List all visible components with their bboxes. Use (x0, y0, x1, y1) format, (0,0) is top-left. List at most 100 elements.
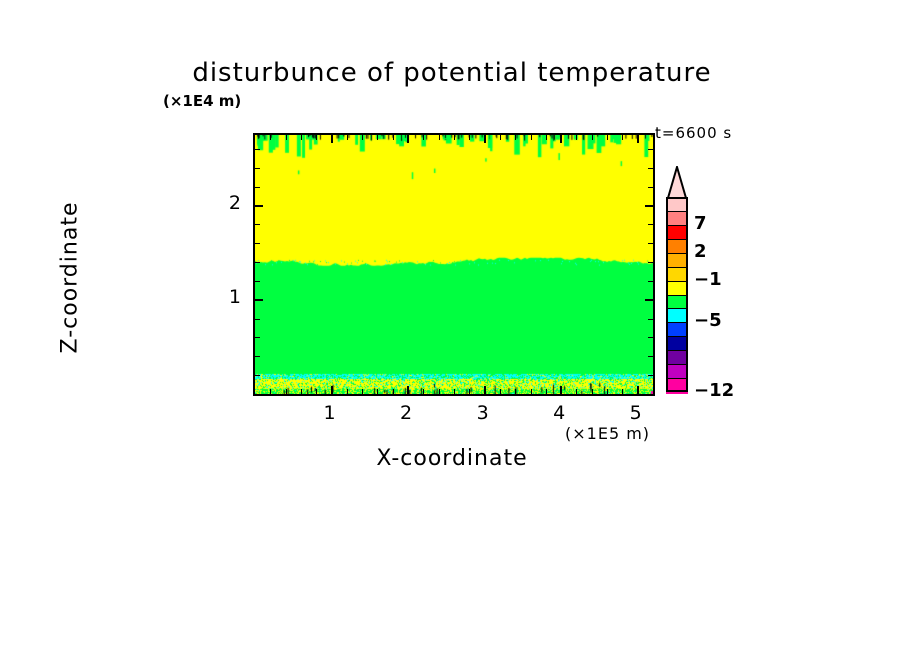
x-tick-label: 5 (629, 402, 642, 424)
colorbar-band (666, 294, 688, 311)
axis-tick (636, 135, 639, 143)
axis-tick (648, 337, 653, 339)
axis-tick (255, 262, 260, 264)
axis-tick (392, 389, 394, 394)
time-annotation: t=6600 s (655, 124, 733, 142)
colorbar-band (666, 364, 688, 380)
axis-tick (362, 135, 364, 140)
colorbar-band (666, 378, 688, 394)
axis-tick (648, 167, 653, 169)
axis-tick (438, 389, 440, 394)
colorbar-band (666, 280, 688, 297)
axis-tick (438, 135, 440, 140)
axis-tick (648, 375, 653, 377)
axis-tick (255, 167, 260, 169)
colorbar (666, 197, 688, 394)
axis-tick (622, 135, 624, 140)
y-axis-unit-label: (×1E4 m) (163, 92, 242, 110)
axis-tick (270, 135, 272, 140)
axis-tick (515, 389, 517, 394)
colorbar-label: 2 (694, 240, 707, 262)
axis-tick (576, 135, 578, 140)
axis-tick (300, 389, 302, 394)
axis-tick (270, 389, 272, 394)
axis-tick (515, 135, 517, 140)
axis-tick (346, 135, 348, 140)
axis-tick (407, 386, 410, 394)
axis-tick (469, 389, 471, 394)
axis-tick (607, 389, 609, 394)
colorbar-label: −5 (694, 310, 722, 332)
axis-tick (591, 135, 593, 140)
axis-tick (648, 262, 653, 264)
axis-tick (255, 204, 263, 207)
axis-tick (346, 389, 348, 394)
x-tick-label: 2 (400, 402, 413, 424)
axis-tick (255, 337, 260, 339)
colorbar-band (666, 252, 688, 269)
axis-tick (316, 135, 318, 140)
colorbar-band (666, 238, 688, 255)
axis-tick (560, 386, 563, 394)
axis-tick (530, 389, 532, 394)
axis-tick (255, 375, 260, 377)
axis-tick (255, 186, 260, 188)
axis-tick (622, 389, 624, 394)
colorbar-band (666, 322, 688, 338)
colorbar-label: −12 (694, 380, 735, 401)
axis-tick (648, 224, 653, 226)
axis-tick (423, 389, 425, 394)
colorbar-label: 7 (694, 212, 707, 234)
axis-tick (560, 135, 563, 143)
axis-tick (255, 298, 263, 301)
plot-area (253, 133, 655, 396)
axis-tick (648, 243, 653, 245)
x-tick-label: 4 (553, 402, 566, 424)
axis-tick (499, 135, 501, 140)
axis-tick (255, 243, 260, 245)
temperature-field-heatmap (255, 135, 653, 394)
colorbar-band (666, 210, 688, 227)
colorbar-label: −1 (694, 268, 722, 290)
colorbar-band (666, 224, 688, 241)
axis-tick (483, 135, 486, 143)
axis-tick (407, 135, 410, 143)
x-axis-unit-label: (×1E5 m) (565, 424, 651, 443)
colorbar-band (666, 350, 688, 366)
axis-tick (607, 135, 609, 140)
axis-tick (362, 389, 364, 394)
axis-tick (377, 135, 379, 140)
colorbar-band (666, 308, 688, 324)
axis-tick (330, 135, 333, 143)
axis-tick (648, 186, 653, 188)
axis-tick (648, 280, 653, 282)
axis-tick (469, 135, 471, 140)
colorbar-band (666, 266, 688, 283)
colorbar-band (666, 197, 688, 212)
axis-tick (300, 135, 302, 140)
axis-tick (648, 149, 653, 151)
axis-tick (255, 280, 260, 282)
axis-tick (255, 318, 260, 320)
axis-tick (648, 356, 653, 358)
chart-title: disturbunce of potential temperature (192, 58, 712, 88)
axis-tick (255, 149, 260, 151)
y-tick-label: 2 (228, 191, 241, 214)
x-tick-label: 3 (476, 402, 489, 424)
axis-tick (454, 135, 455, 140)
axis-tick (255, 356, 260, 358)
axis-tick (483, 386, 486, 394)
axis-tick (645, 298, 653, 301)
axis-tick (648, 318, 653, 320)
axis-tick (392, 135, 394, 140)
axis-tick (423, 135, 425, 140)
axis-tick (645, 204, 653, 207)
axis-tick (591, 389, 593, 394)
x-axis-title: X-coordinate (376, 446, 528, 471)
colorbar-arrow-icon (666, 166, 688, 199)
axis-tick (545, 135, 547, 140)
axis-tick (636, 386, 639, 394)
y-tick-label: 1 (228, 285, 241, 308)
axis-tick (285, 135, 287, 140)
